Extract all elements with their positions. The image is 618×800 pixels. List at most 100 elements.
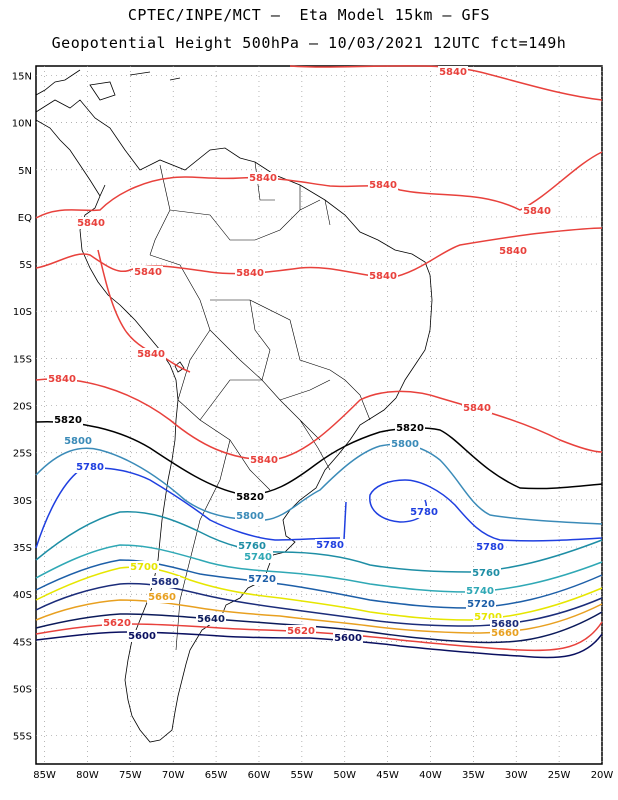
contour-labels: 5840 5840 5840 5840 5840 5840 5840 5840 5840 5840… [47, 66, 552, 644]
contour-label: 5660 [148, 592, 176, 603]
contour-label: 5740 [244, 552, 272, 563]
contour-label: 5800 [64, 436, 92, 447]
contour-label-bg [102, 617, 132, 629]
contour-label-bg [368, 270, 398, 282]
contour-label: 5820 [236, 492, 264, 503]
contour-label: 5720 [248, 574, 276, 585]
contour-label: 5700 [130, 562, 158, 573]
central-america-coastline [35, 69, 101, 197]
contour-label-bg [196, 613, 226, 625]
contour-5680 [35, 582, 603, 627]
lat-tick-label: 30S [13, 496, 32, 507]
contour-label-bg [76, 217, 106, 229]
lon-tick-label: 45W [376, 770, 399, 781]
chart-title: CPTEC/INPE/MCT – Eta Model 15km – GFS [127, 6, 491, 24]
lat-tick-label: 10N [12, 119, 32, 130]
contour-label-bg [248, 172, 278, 184]
contour-5800 [35, 443, 603, 525]
contour-5820 [35, 420, 603, 496]
contour-label: 5700 [474, 612, 502, 623]
lat-tick-label: 5S [19, 260, 32, 271]
coastlines [35, 69, 433, 743]
contour-label: 5780 [316, 540, 344, 551]
contour-label-bg [63, 435, 93, 447]
lon-tick-label: 60W [248, 770, 271, 781]
lon-tick-label: 20W [591, 770, 614, 781]
contour-label-bg [490, 627, 520, 639]
contour-label-bg [127, 630, 157, 642]
contour-label: 5660 [491, 628, 519, 639]
contour-label: 5620 [287, 626, 315, 637]
lon-tick-label: 25W [548, 770, 571, 781]
lat-tick-label: 40S [13, 590, 32, 601]
contour-label-bg [475, 541, 505, 553]
contour-label-bg [150, 576, 180, 588]
contour-label: 5840 [236, 268, 264, 279]
contour-label: 5840 [439, 67, 467, 78]
contour-5780 [35, 467, 603, 549]
contour-label-bg [237, 540, 267, 552]
contour-label-bg [471, 567, 501, 579]
contour-label: 5840 [369, 180, 397, 191]
lon-tick-label: 75W [119, 770, 142, 781]
contour-label: 5840 [499, 246, 527, 257]
contour-label: 5840 [77, 218, 105, 229]
contour-label-bg [47, 373, 77, 385]
contour-label: 5680 [151, 577, 179, 588]
lat-tick-label: 35S [13, 543, 32, 554]
contour-label-bg [249, 454, 279, 466]
contour-label-bg [129, 561, 159, 573]
contour-label: 5840 [137, 349, 165, 360]
contour-label-bg [235, 491, 265, 503]
contour-label-bg [136, 348, 166, 360]
contour-label-bg [333, 632, 363, 644]
contour-5840-north [289, 65, 603, 101]
lon-tick-label: 30W [505, 770, 528, 781]
lat-tick-label: 50S [13, 685, 32, 696]
longitude-labels: 85W 80W 75W 70W 65W 60W 55W 50W 45W 40W 35W 30W 25W 2… [33, 770, 613, 781]
contour-label: 5840 [523, 206, 551, 217]
contour-label: 5620 [103, 618, 131, 629]
contour-label: 5720 [467, 599, 495, 610]
lon-tick-label: 70W [162, 770, 185, 781]
lat-tick-label: EQ [18, 213, 32, 224]
contour-label-bg [390, 438, 420, 450]
lon-tick-label: 65W [205, 770, 228, 781]
lon-tick-label: 85W [33, 770, 56, 781]
contour-label-bg [243, 551, 273, 563]
lat-tick-label: 15N [12, 71, 32, 82]
contour-5840-andes [97, 249, 191, 373]
contour-label-bg [53, 414, 83, 426]
contour-label-bg [315, 539, 345, 551]
lon-tick-label: 35W [462, 770, 485, 781]
contour-lines [35, 65, 603, 659]
lon-tick-label: 50W [333, 770, 356, 781]
contour-label: 5600 [334, 633, 362, 644]
contour-5840-equatorial [35, 151, 603, 219]
lat-tick-label: 55S [13, 732, 32, 743]
contour-label-bg [235, 267, 265, 279]
lat-tick-label: 5N [18, 166, 32, 177]
contour-label-bg [465, 585, 495, 597]
contour-label: 5840 [463, 403, 491, 414]
contour-label: 5840 [250, 455, 278, 466]
caribbean-islands [89, 71, 181, 101]
contour-label: 5820 [396, 423, 424, 434]
country-borders [149, 161, 371, 651]
contour-label: 5780 [76, 462, 104, 473]
lat-tick-label: 25S [13, 449, 32, 460]
contour-label: 5840 [134, 267, 162, 278]
contour-label-bg [438, 66, 468, 78]
contour-5840-amazon [35, 227, 603, 279]
south-america-coastline [35, 99, 433, 743]
contour-label-bg [247, 573, 277, 585]
contour-label: 5820 [54, 415, 82, 426]
contour-5840-south [35, 378, 603, 461]
contour-label: 5840 [369, 271, 397, 282]
contour-label: 5740 [466, 586, 494, 597]
chart-subtitle: Geopotential Height 500hPa – 10/03/2021 … [51, 34, 567, 52]
contour-5640 [35, 611, 603, 644]
lat-tick-label: 15S [13, 354, 32, 365]
contour-label: 5780 [410, 507, 438, 518]
